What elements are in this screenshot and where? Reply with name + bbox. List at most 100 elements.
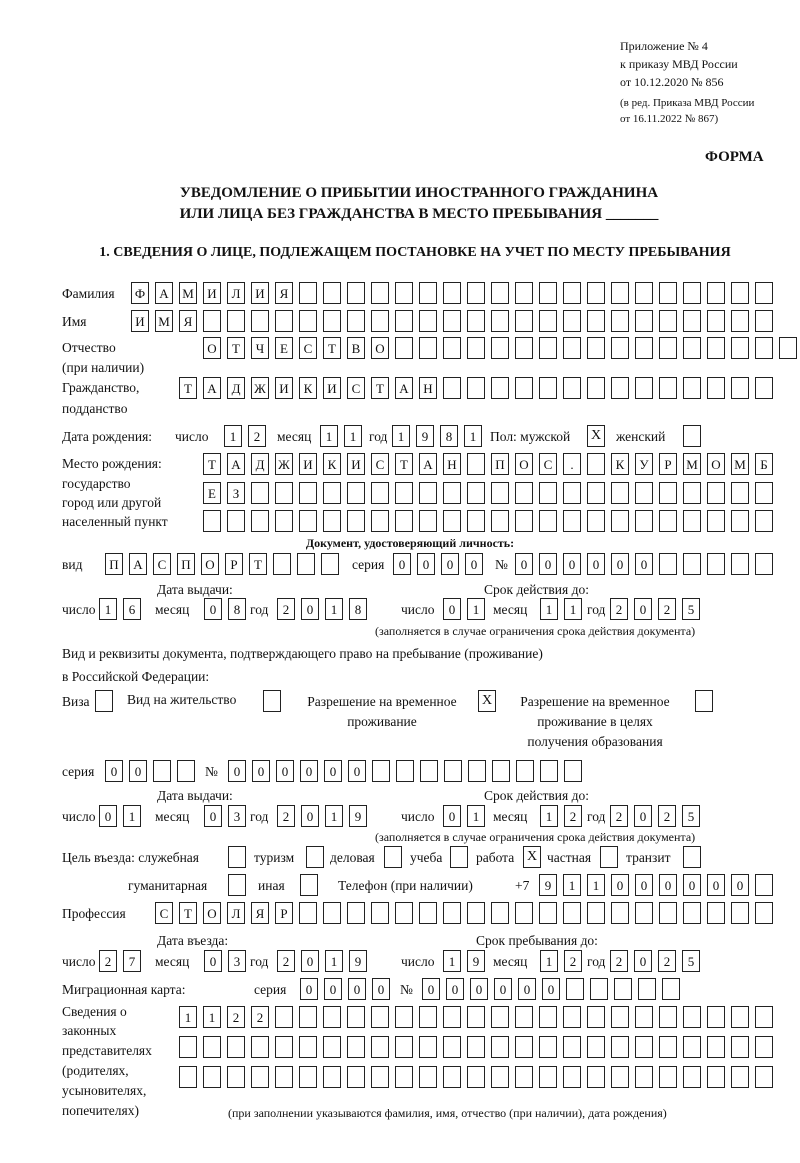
char-box[interactable]: 0 (300, 760, 318, 782)
char-box[interactable]: 9 (416, 425, 434, 447)
char-box[interactable] (177, 760, 195, 782)
char-box[interactable]: 0 (204, 598, 222, 620)
char-box[interactable]: Ж (251, 377, 269, 399)
char-box[interactable] (563, 482, 581, 504)
char-box[interactable]: П (177, 553, 195, 575)
char-box[interactable]: А (395, 377, 413, 399)
char-box[interactable] (371, 1036, 389, 1058)
char-box[interactable]: К (299, 377, 317, 399)
char-box[interactable] (731, 482, 749, 504)
char-box[interactable]: Т (371, 377, 389, 399)
char-box[interactable] (323, 482, 341, 504)
char-box[interactable] (299, 1036, 317, 1058)
char-box[interactable] (275, 482, 293, 504)
char-box[interactable]: И (347, 453, 365, 475)
char-box[interactable]: 0 (542, 978, 560, 1000)
trp-edu-checkbox[interactable] (695, 690, 713, 712)
char-box[interactable]: 0 (204, 805, 222, 827)
char-box[interactable] (419, 1006, 437, 1028)
char-box[interactable]: 0 (563, 553, 581, 575)
char-box[interactable] (275, 510, 293, 532)
char-box[interactable] (395, 282, 413, 304)
char-box[interactable] (611, 1006, 629, 1028)
char-box[interactable] (707, 310, 725, 332)
char-box[interactable]: 0 (683, 874, 701, 896)
char-box[interactable]: 9 (349, 950, 367, 972)
char-box[interactable] (563, 1036, 581, 1058)
char-box[interactable] (731, 510, 749, 532)
char-box[interactable]: И (275, 377, 293, 399)
char-box[interactable] (515, 1006, 533, 1028)
char-box[interactable]: 0 (634, 805, 652, 827)
char-box[interactable] (755, 874, 773, 896)
char-box[interactable]: И (299, 453, 317, 475)
char-box[interactable] (467, 510, 485, 532)
char-box[interactable]: 9 (349, 805, 367, 827)
char-box[interactable]: 0 (348, 760, 366, 782)
char-box[interactable] (491, 310, 509, 332)
char-box[interactable]: 0 (324, 760, 342, 782)
char-box[interactable] (659, 337, 677, 359)
char-box[interactable] (659, 482, 677, 504)
char-box[interactable] (755, 510, 773, 532)
char-box[interactable]: 0 (470, 978, 488, 1000)
char-box[interactable] (683, 1006, 701, 1028)
char-box[interactable]: С (153, 553, 171, 575)
char-box[interactable] (540, 760, 558, 782)
char-box[interactable]: 2 (564, 950, 582, 972)
char-box[interactable] (299, 1006, 317, 1028)
char-box[interactable]: Т (395, 453, 413, 475)
char-box[interactable] (443, 510, 461, 532)
char-box[interactable] (515, 337, 533, 359)
char-box[interactable] (635, 1036, 653, 1058)
char-box[interactable] (347, 1036, 365, 1058)
char-box[interactable] (491, 510, 509, 532)
char-box[interactable] (491, 902, 509, 924)
char-box[interactable] (587, 510, 605, 532)
char-box[interactable] (492, 760, 510, 782)
char-box[interactable] (563, 1006, 581, 1028)
char-box[interactable] (467, 337, 485, 359)
char-box[interactable] (587, 1036, 605, 1058)
char-box[interactable]: 1 (99, 598, 117, 620)
char-box[interactable] (179, 1066, 197, 1088)
char-box[interactable]: 2 (610, 950, 628, 972)
char-box[interactable] (275, 1006, 293, 1028)
char-box[interactable] (395, 1006, 413, 1028)
char-box[interactable] (539, 310, 557, 332)
char-box[interactable] (587, 337, 605, 359)
char-box[interactable] (707, 510, 725, 532)
char-box[interactable] (321, 553, 339, 575)
char-box[interactable] (347, 482, 365, 504)
char-box[interactable] (419, 510, 437, 532)
char-box[interactable]: 5 (682, 950, 700, 972)
char-box[interactable]: Н (419, 377, 437, 399)
char-box[interactable]: 8 (440, 425, 458, 447)
char-box[interactable]: 0 (635, 553, 653, 575)
char-box[interactable] (587, 453, 605, 475)
char-box[interactable]: 0 (204, 950, 222, 972)
char-box[interactable] (611, 310, 629, 332)
char-box[interactable]: 2 (251, 1006, 269, 1028)
char-box[interactable] (755, 482, 773, 504)
char-box[interactable]: 1 (344, 425, 362, 447)
char-box[interactable]: 1 (392, 425, 410, 447)
char-box[interactable]: О (707, 453, 725, 475)
char-box[interactable] (419, 337, 437, 359)
char-box[interactable]: И (131, 310, 149, 332)
char-box[interactable] (755, 310, 773, 332)
char-box[interactable] (515, 1066, 533, 1088)
char-box[interactable] (251, 1066, 269, 1088)
char-box[interactable] (539, 1006, 557, 1028)
char-box[interactable]: А (227, 453, 245, 475)
char-box[interactable] (371, 282, 389, 304)
char-box[interactable] (755, 1066, 773, 1088)
char-box[interactable]: Д (251, 453, 269, 475)
char-box[interactable]: 1 (540, 950, 558, 972)
char-box[interactable] (707, 1036, 725, 1058)
char-box[interactable]: 2 (99, 950, 117, 972)
char-box[interactable]: Е (203, 482, 221, 504)
